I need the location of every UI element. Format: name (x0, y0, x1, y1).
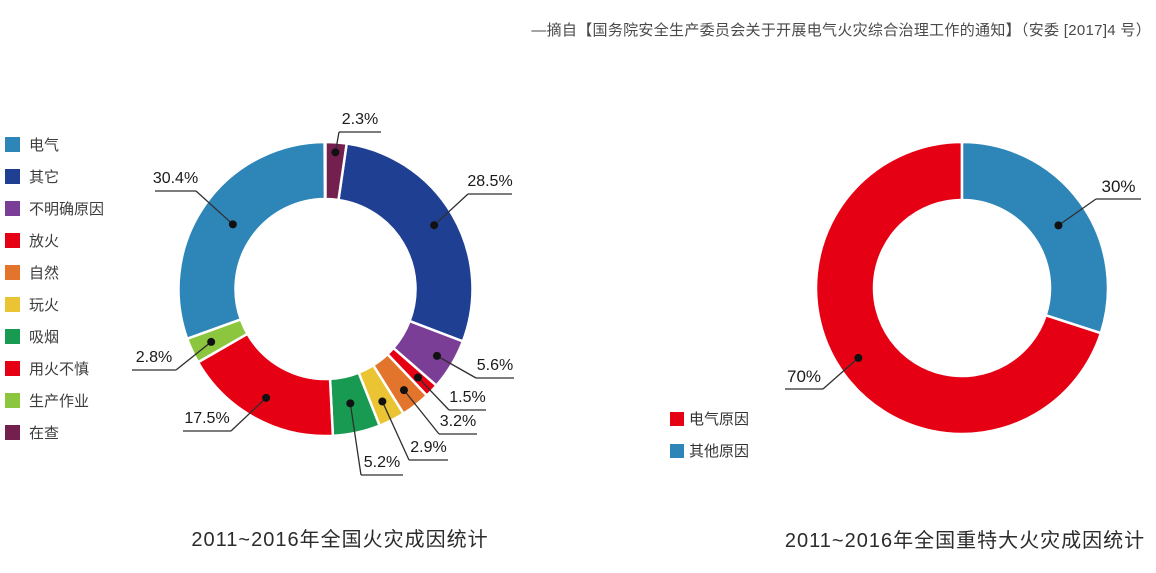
chart0-legend-swatch-6 (5, 329, 20, 344)
chart0-legend-swatch-8 (5, 393, 20, 408)
chart1-legend-label-1: 其他原因 (689, 443, 750, 460)
chart1-donut-slice-1 (960, 140, 1110, 335)
chart0-legend-item-0: 电气 (5, 137, 104, 154)
chart0-legend-item-4: 自然 (5, 265, 104, 282)
chart0-leader-dot-2 (432, 351, 441, 360)
chart0-leader-line-1 (433, 193, 469, 226)
chart1-legend-label-0: 电气原因 (689, 411, 750, 428)
chart0-legend-label-5: 玩火 (29, 297, 60, 314)
chart0-legend-label-9: 在查 (29, 425, 60, 442)
chart0-legend-swatch-4 (5, 265, 20, 280)
chart0-legend-item-7: 用火不慎 (5, 361, 104, 378)
chart0-legend-label-7: 用火不慎 (29, 361, 90, 378)
chart0-legend-label-2: 不明确原因 (29, 201, 105, 218)
chart0-legend-item-5: 玩火 (5, 297, 104, 314)
chart0-legend-item-8: 生产作业 (5, 393, 104, 410)
chart1-legend-swatch-0 (670, 411, 684, 426)
right-chart-title: 2011~2016年全国重特大火灾成因统计 (784, 530, 1146, 552)
chart0-leader-dot-7 (262, 393, 271, 402)
chart0-legend-label-0: 电气 (29, 137, 60, 154)
chart0-leader-line-7 (230, 397, 267, 432)
chart0-legend-item-2: 不明确原因 (5, 201, 105, 218)
chart0-legend-swatch-1 (5, 169, 20, 184)
chart0-leader-dot-1 (430, 221, 439, 230)
chart1-leader-dot-1 (1054, 221, 1063, 230)
chart0-donut-slice-8 (185, 317, 250, 364)
chart0-donut-slice-1 (337, 142, 474, 344)
chart0-legend-label-3: 放火 (29, 233, 60, 250)
chart0-legend-item-6: 吸烟 (5, 329, 104, 346)
chart0-legend-label-4: 自然 (29, 265, 60, 282)
chart1-leader-line-0 (822, 357, 859, 390)
chart0-legend-item-1: 其它 (5, 169, 104, 186)
chart0-legend-swatch-3 (5, 233, 20, 248)
chart0-leader-dot-3 (413, 373, 422, 382)
chart1-legend-item-0: 电气原因 (670, 411, 750, 428)
chart1-leader-dot-0 (854, 353, 863, 362)
chart0-leader-dot-4 (399, 386, 408, 395)
chart0-legend-item-9: 在查 (5, 425, 104, 442)
chart0-leader-line-5 (381, 401, 410, 461)
chart0-leader-dot-5 (378, 397, 387, 406)
chart0-legend-label-8: 生产作业 (29, 393, 90, 410)
chart0-leader-dot-9 (331, 148, 340, 157)
chart1-leader-line-1 (1058, 198, 1097, 226)
chart0-leader-line-2 (436, 355, 477, 379)
chart1-legend-swatch-1 (670, 443, 684, 458)
chart0-legend-swatch-0 (5, 137, 20, 152)
chart0-leader-line-4 (403, 389, 440, 435)
chart0-legend-swatch-2 (5, 201, 20, 216)
chart0-legend-swatch-5 (5, 297, 20, 312)
chart0-leader-line-8 (175, 341, 212, 371)
chart1-donut-slice-0 (814, 140, 1103, 436)
source-note: —摘自【国务院安全生产委员会关于开展电气火灾综合治理工作的通知】（安委 [201… (531, 22, 1151, 39)
left-chart-legend: 电气其它不明确原因放火自然玩火吸烟用火不慎生产作业在查 (5, 137, 104, 457)
chart0-leader-dot-0 (228, 220, 237, 229)
chart0-legend-swatch-7 (5, 361, 20, 376)
chart0-legend-item-3: 放火 (5, 233, 104, 250)
chart0-leader-dot-8 (207, 337, 216, 346)
right-chart-legend: 电气原因 其他原因 (670, 411, 749, 475)
chart0-donut-slice-0 (177, 140, 327, 341)
chart0-legend-label-6: 吸烟 (29, 329, 60, 346)
chart0-donut-slice-9 (324, 140, 349, 202)
chart0-leader-dot-6 (346, 399, 355, 408)
left-chart-title: 2011~2016年全国火灾成因统计 (191, 529, 489, 551)
chart0-legend-label-1: 其它 (29, 169, 60, 186)
chart0-leader-line-3 (417, 377, 450, 411)
chart0-leader-line-0 (195, 190, 234, 225)
chart0-legend-swatch-9 (5, 425, 20, 440)
chart1-legend-item-1: 其他原因 (670, 443, 750, 460)
chart0-leader-line-6 (349, 403, 362, 476)
